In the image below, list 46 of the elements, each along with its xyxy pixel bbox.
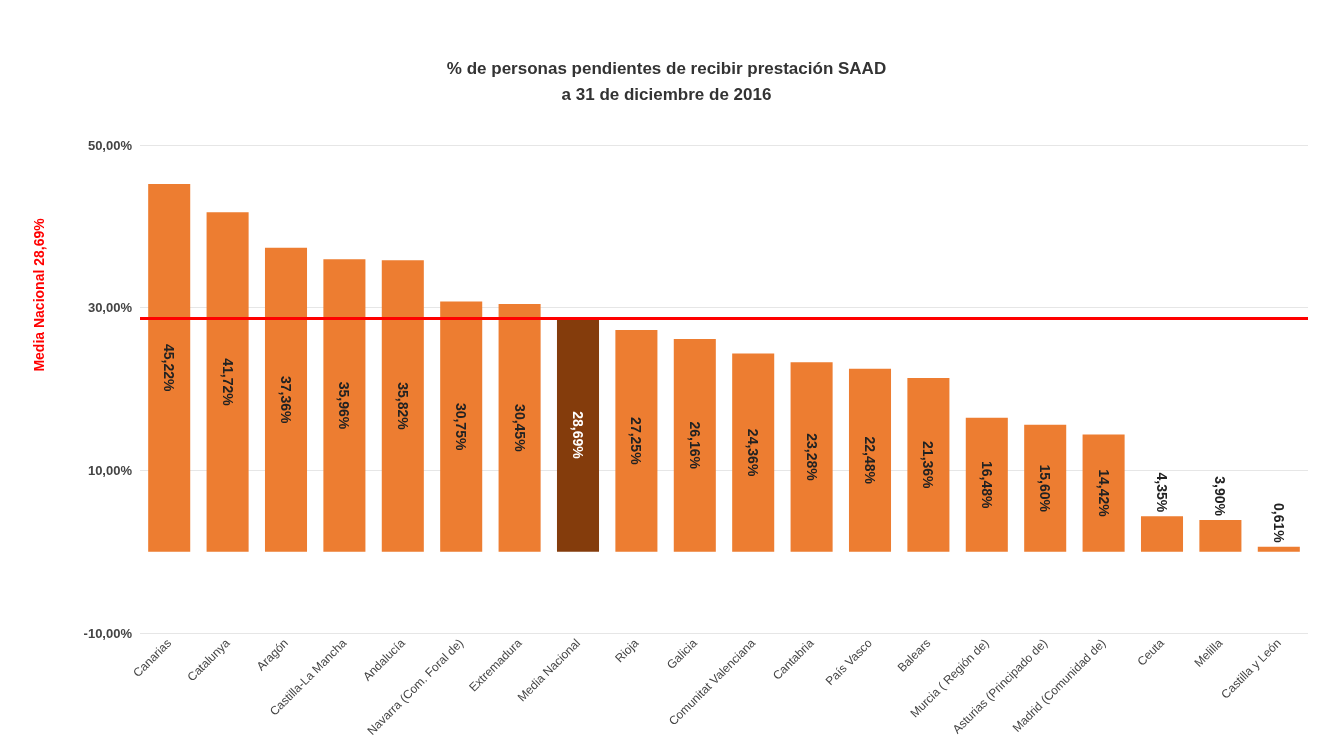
data-label: 30,45% bbox=[511, 404, 528, 453]
bar bbox=[498, 304, 541, 552]
data-label: 0,61% bbox=[1270, 503, 1287, 544]
data-label: 35,82% bbox=[394, 382, 411, 431]
data-label: 30,75% bbox=[453, 402, 470, 451]
data-label: 28,69% bbox=[570, 411, 586, 460]
bar bbox=[1024, 424, 1067, 552]
data-label: 15,60% bbox=[1037, 464, 1054, 513]
y-tick-label: 10,00% bbox=[87, 462, 133, 478]
y-tick-label: 30,00% bbox=[87, 300, 133, 316]
data-label: 23,28% bbox=[803, 433, 820, 482]
bar bbox=[1257, 546, 1300, 552]
bar bbox=[1082, 434, 1125, 552]
data-label: 26,16% bbox=[686, 421, 703, 470]
bar bbox=[264, 247, 308, 552]
data-label: 45,22% bbox=[161, 344, 178, 393]
data-label: 3,90% bbox=[1212, 476, 1229, 517]
y-tick-label: 50,00% bbox=[87, 137, 133, 153]
data-label: 4,35% bbox=[1154, 472, 1170, 513]
bar bbox=[732, 353, 775, 552]
data-label: 22,48% bbox=[862, 436, 878, 485]
data-label: 35,96% bbox=[336, 381, 353, 430]
data-label: 27,25% bbox=[628, 417, 645, 466]
bar bbox=[323, 259, 366, 552]
y-tick-label: -10,00% bbox=[83, 625, 133, 641]
bar bbox=[206, 212, 249, 552]
bar bbox=[907, 377, 950, 552]
data-label: 14,42% bbox=[1095, 469, 1112, 518]
bar bbox=[848, 368, 892, 552]
bar bbox=[148, 183, 191, 552]
data-label: 37,36% bbox=[278, 375, 294, 425]
data-label: 41,72% bbox=[219, 358, 236, 407]
data-label: 24,36% bbox=[745, 428, 762, 477]
bar bbox=[381, 260, 424, 552]
bar bbox=[1199, 519, 1242, 552]
bar bbox=[440, 301, 483, 552]
data-label: 16,48% bbox=[978, 460, 995, 509]
bar bbox=[673, 338, 716, 552]
chart-title: % de personas pendientes de recibir prestación SAAD a 31 de diciembre de 2016 bbox=[446, 58, 887, 104]
bar bbox=[615, 330, 658, 552]
ref-line-label: Media Nacional 28,69% bbox=[31, 217, 47, 372]
bar bbox=[556, 318, 600, 552]
data-label: 21,36% bbox=[920, 441, 937, 490]
bar bbox=[790, 362, 833, 552]
bar bbox=[965, 417, 1008, 552]
bar bbox=[1140, 516, 1184, 552]
